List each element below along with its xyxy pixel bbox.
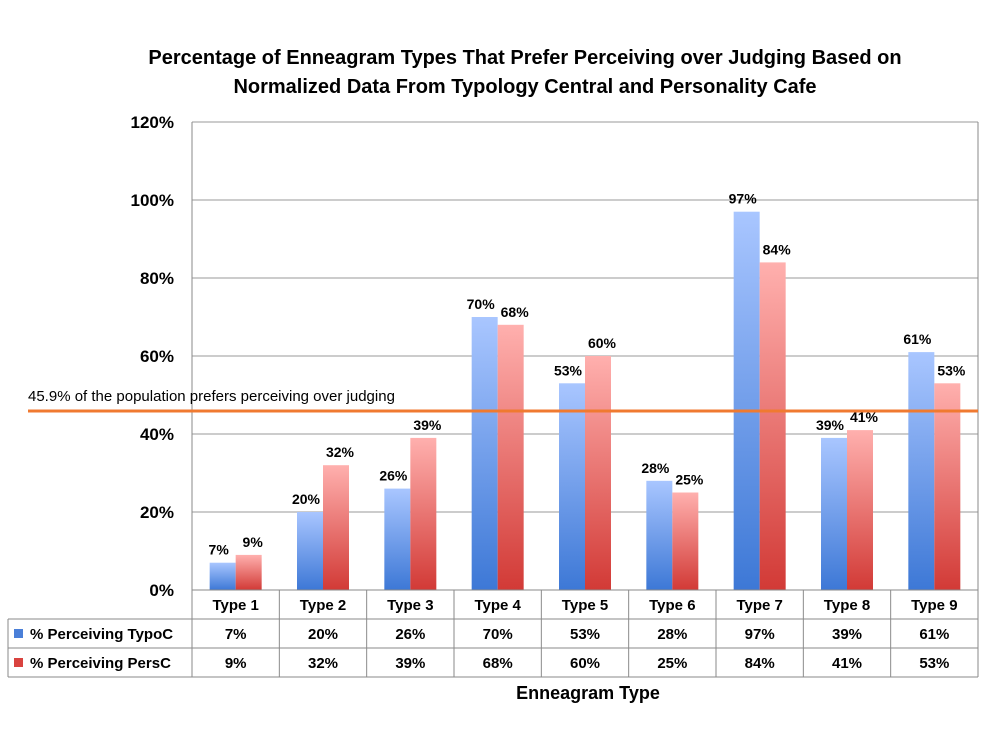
legend-series-name: % Perceiving PersC <box>30 655 171 672</box>
data-label: 9% <box>243 534 264 550</box>
category-label: Type 1 <box>212 597 258 614</box>
bar-typoc <box>297 512 323 590</box>
reference-line-label: 45.9% of the population prefers perceivi… <box>28 388 395 405</box>
data-label: 25% <box>675 472 704 488</box>
category-label: Type 7 <box>736 597 782 614</box>
bar-typoc <box>821 437 847 590</box>
bar-persc <box>235 554 262 590</box>
table-cell: 28% <box>657 626 687 643</box>
data-label: 26% <box>379 468 408 484</box>
table-cell: 9% <box>225 655 247 672</box>
bar-persc <box>323 465 349 590</box>
bar-persc <box>497 324 524 590</box>
bar-typoc <box>471 317 498 590</box>
bar-typoc <box>908 352 935 590</box>
y-tick-label: 40% <box>140 425 174 444</box>
y-tick-label: 100% <box>131 191 174 210</box>
bar-persc <box>934 383 961 590</box>
table-cell: 26% <box>395 626 425 643</box>
data-label: 7% <box>209 542 230 558</box>
chart-title-line-1: Percentage of Enneagram Types That Prefe… <box>148 47 901 69</box>
bar-persc <box>672 492 699 590</box>
table-cell: 39% <box>832 626 862 643</box>
category-label: Type 5 <box>562 597 608 614</box>
legend-swatch <box>14 658 23 667</box>
data-label: 68% <box>501 304 530 320</box>
data-label: 84% <box>763 241 792 257</box>
bar-persc <box>847 430 873 590</box>
table-cell: 32% <box>308 655 338 672</box>
data-label: 60% <box>588 335 617 351</box>
data-label: 41% <box>850 409 879 425</box>
data-label: 53% <box>937 362 966 378</box>
legend-swatch <box>14 629 23 638</box>
data-label: 20% <box>292 491 321 507</box>
data-labels: 7% 9% 20% 32% 26% 39% 70% 68% 53% 60% 28% 25% 97% 84%… <box>209 191 966 558</box>
bar-persc <box>410 437 437 590</box>
data-label: 32% <box>326 444 355 460</box>
data-label: 53% <box>554 362 583 378</box>
y-tick-label: 0% <box>149 581 174 600</box>
bar-typoc <box>646 480 673 590</box>
table-cell: 53% <box>919 655 949 672</box>
table-cell: 97% <box>745 626 775 643</box>
x-axis-title: Enneagram Type <box>516 683 660 703</box>
y-tick-label: 80% <box>140 269 174 288</box>
table-cell: 41% <box>832 655 862 672</box>
table-cell: 68% <box>483 655 513 672</box>
bar-typoc <box>733 211 760 590</box>
y-axis-ticks: 0% 20% 40% 60% 80% 100% 120% <box>131 113 174 600</box>
data-label: 28% <box>641 460 670 476</box>
data-label: 39% <box>816 417 845 433</box>
bar-typoc <box>559 383 585 590</box>
data-table: Type 1 Type 2 Type 3 Type 4 Type 5 Type 6 Type… <box>7 589 979 678</box>
y-tick-label: 120% <box>131 113 174 132</box>
y-tick-label: 60% <box>140 347 174 366</box>
bar-typoc <box>384 488 411 590</box>
category-label: Type 9 <box>911 597 957 614</box>
bars <box>209 211 961 590</box>
table-cell: 20% <box>308 626 338 643</box>
chart-title-line-2: Normalized Data From Typology Central an… <box>233 76 816 98</box>
category-label: Type 8 <box>824 597 870 614</box>
table-cell: 60% <box>570 655 600 672</box>
bar-persc <box>585 356 611 590</box>
table-cell: 70% <box>483 626 513 643</box>
data-label: 70% <box>467 296 496 312</box>
table-cell: 25% <box>657 655 687 672</box>
table-cell: 7% <box>225 626 247 643</box>
data-label: 97% <box>729 191 758 207</box>
data-label: 39% <box>413 417 442 433</box>
table-cell: 39% <box>395 655 425 672</box>
bar-typoc <box>209 562 236 590</box>
reference-line-group: 45.9% of the population prefers perceivi… <box>28 388 978 413</box>
category-label: Type 6 <box>649 597 695 614</box>
table-cell: 61% <box>919 626 949 643</box>
y-tick-label: 20% <box>140 503 174 522</box>
category-label: Type 4 <box>474 597 521 614</box>
bar-persc <box>759 262 786 590</box>
category-label: Type 3 <box>387 597 433 614</box>
legend-series-name: % Perceiving TypoC <box>30 626 173 643</box>
data-label: 61% <box>903 331 932 347</box>
table-cell: 84% <box>745 655 775 672</box>
table-cell: 53% <box>570 626 600 643</box>
category-label: Type 2 <box>300 597 346 614</box>
